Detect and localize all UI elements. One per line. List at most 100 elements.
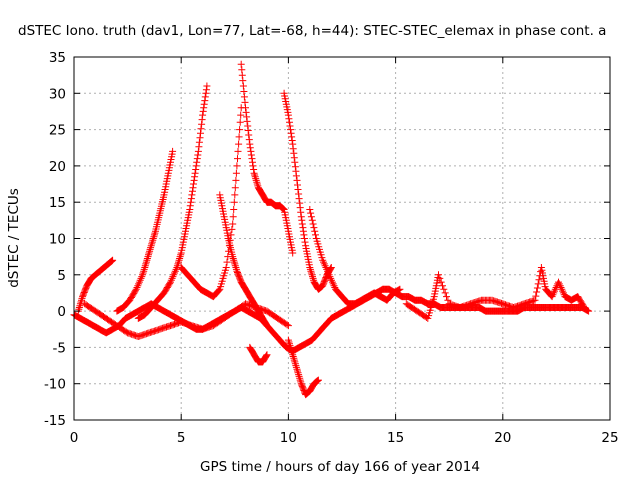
data-point — [314, 376, 322, 384]
y-axis-label: dSTEC / TECUs — [6, 188, 22, 288]
data-point — [330, 282, 338, 290]
data-point — [534, 280, 542, 288]
x-tick-label: 5 — [177, 430, 186, 446]
data-point — [295, 372, 303, 380]
data-point — [532, 292, 540, 300]
data-point — [169, 273, 177, 281]
data-point — [197, 125, 205, 133]
data-point — [109, 256, 117, 264]
data-point — [240, 93, 248, 101]
data-point — [134, 282, 142, 290]
data-point — [138, 273, 146, 281]
y-tick-label: 5 — [57, 268, 66, 284]
data-point — [310, 224, 318, 232]
data-point — [550, 289, 558, 297]
data-point — [396, 285, 404, 293]
data-point — [297, 378, 305, 386]
data-point — [145, 249, 153, 257]
data-point — [171, 267, 179, 275]
data-point — [168, 274, 176, 282]
data-point — [231, 262, 239, 270]
data-point — [232, 176, 240, 184]
data-point — [287, 343, 294, 351]
data-point — [131, 287, 139, 295]
data-point — [251, 171, 259, 179]
data-point — [306, 206, 314, 213]
data-point — [232, 169, 240, 177]
data-point — [292, 363, 300, 371]
data-point — [233, 162, 241, 170]
data-point — [230, 206, 238, 213]
data-point — [285, 115, 293, 123]
data-point — [140, 265, 148, 273]
data-point — [440, 285, 448, 293]
data-point — [327, 274, 335, 282]
data-point — [228, 225, 236, 233]
data-point — [252, 176, 260, 184]
data-point — [328, 278, 336, 286]
data-point — [439, 282, 446, 290]
data-point — [200, 100, 208, 108]
data-point — [242, 104, 249, 112]
data-point — [533, 288, 541, 296]
data-point — [231, 184, 239, 192]
data-point — [252, 175, 260, 183]
data-point — [288, 133, 296, 141]
data-point — [229, 220, 237, 228]
data-point — [307, 213, 315, 221]
data-point — [307, 209, 315, 217]
data-point — [243, 117, 251, 125]
data-point — [283, 321, 291, 329]
data-point — [136, 276, 144, 284]
x-tick-label: 10 — [280, 430, 297, 446]
data-point — [312, 231, 319, 239]
data-point — [231, 191, 239, 199]
data-point — [222, 264, 230, 271]
y-tick-label: 35 — [49, 50, 66, 66]
data-point — [555, 278, 562, 286]
data-point — [311, 227, 319, 235]
data-point — [214, 287, 222, 295]
data-point — [585, 307, 593, 315]
data-point — [531, 296, 539, 304]
data-point — [199, 111, 207, 119]
data-point — [245, 131, 253, 139]
data-point — [551, 285, 559, 293]
data-point — [142, 260, 150, 268]
data-point — [289, 249, 297, 257]
y-tick-label: 20 — [49, 159, 66, 175]
data-point — [194, 151, 202, 159]
data-point — [132, 285, 140, 293]
data-point — [300, 231, 308, 239]
data-point — [133, 284, 141, 291]
data-point — [285, 338, 293, 346]
data-point — [215, 286, 223, 294]
data-point — [246, 144, 254, 152]
data-point — [169, 147, 177, 155]
data-point — [323, 265, 331, 273]
data-point — [294, 369, 302, 377]
data-point — [297, 208, 305, 216]
y-tick-label: 25 — [49, 123, 66, 139]
data-point — [166, 279, 174, 287]
data-point — [309, 220, 317, 228]
data-point — [548, 293, 556, 301]
data-point — [319, 256, 327, 264]
data-point — [75, 305, 83, 313]
data-point — [580, 302, 587, 310]
data-point — [148, 240, 156, 248]
data-point — [325, 271, 333, 279]
data-point — [236, 118, 244, 126]
y-tick-label: 10 — [49, 232, 66, 248]
data-point — [555, 280, 563, 288]
data-point — [301, 238, 309, 246]
data-point — [235, 140, 243, 148]
data-point — [167, 276, 175, 284]
y-tick-label: -15 — [44, 413, 66, 429]
data-point — [292, 172, 300, 180]
data-point — [295, 195, 303, 203]
data-point — [559, 287, 567, 295]
data-point — [137, 274, 145, 282]
data-point — [193, 158, 201, 166]
